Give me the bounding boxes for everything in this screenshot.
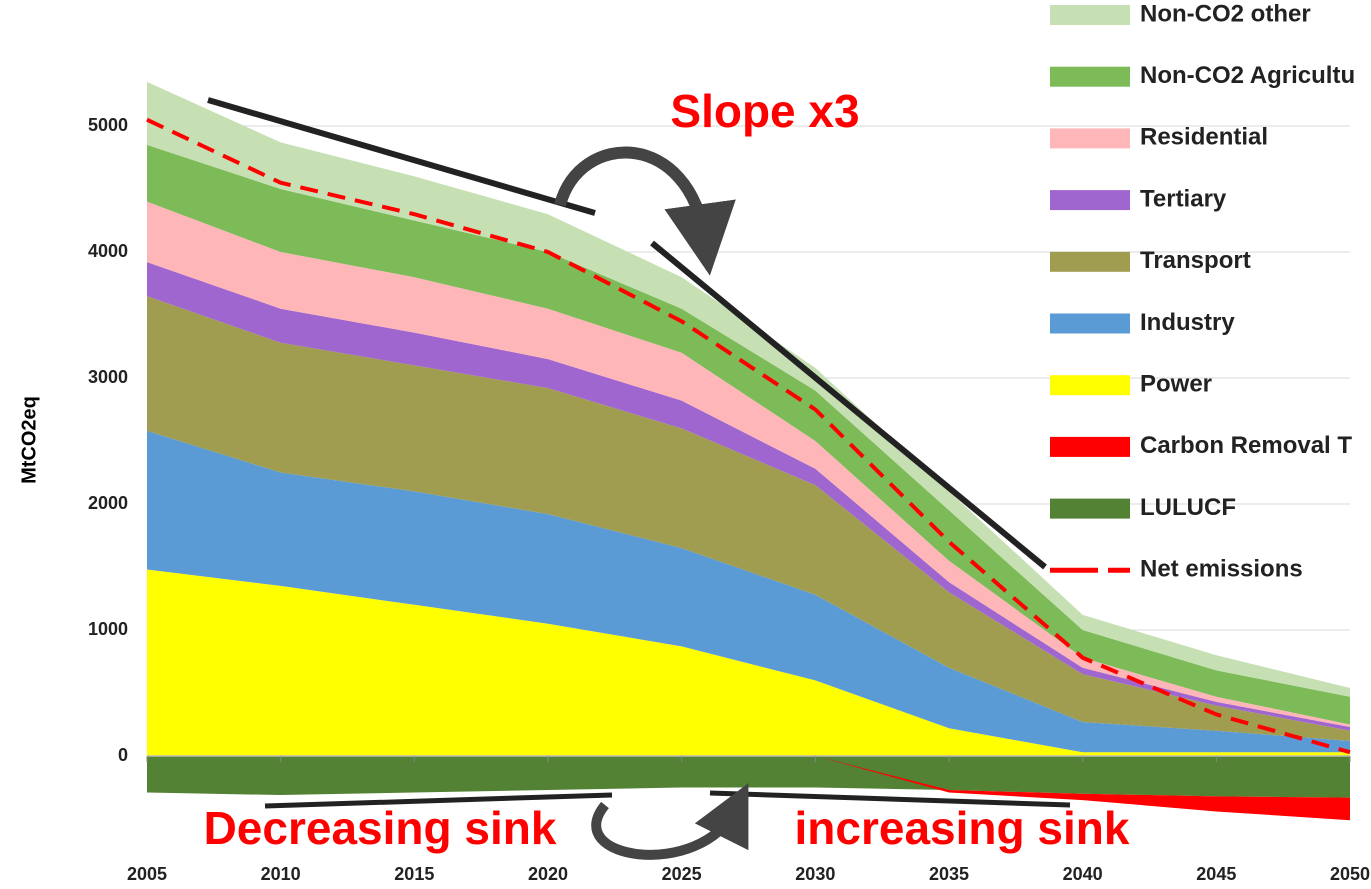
- legend-swatch: [1050, 190, 1130, 211]
- legend-label: Net emissions: [1140, 556, 1303, 583]
- legend-swatch: [1050, 313, 1130, 334]
- x-tick-label: 2040: [1063, 864, 1103, 884]
- area: [147, 201, 1350, 728]
- x-tick-label: 2005: [127, 864, 167, 884]
- annotation: Decreasing sink: [204, 802, 557, 854]
- legend-label: Industry: [1140, 309, 1235, 336]
- area: [147, 430, 1350, 753]
- x-tick-label: 2045: [1196, 864, 1236, 884]
- curved-arrow: [591, 783, 749, 860]
- plot-area: [146, 81, 1351, 821]
- annotation: Slope x3: [670, 85, 859, 137]
- sink-line: [709, 790, 1071, 808]
- area: [147, 262, 1350, 731]
- x-tick-label: 2020: [528, 864, 568, 884]
- x-tick-label: 2025: [662, 864, 702, 884]
- area: [147, 569, 1350, 756]
- x-tick-label: 2015: [394, 864, 434, 884]
- slope-line: [650, 240, 1047, 570]
- legend-label: Non-CO2 Agricultu: [1140, 62, 1355, 89]
- slope-line: [207, 97, 596, 216]
- legend-label: Power: [1140, 371, 1212, 398]
- x-tick-label: 2010: [261, 864, 301, 884]
- y-tick-label: 3000: [88, 367, 128, 387]
- area: [147, 81, 1350, 697]
- annotation: increasing sink: [795, 802, 1130, 854]
- legend-swatch: [1050, 66, 1130, 87]
- legend-label: Non-CO2 other: [1140, 0, 1311, 27]
- y-axis-label: MtCO2eq: [18, 396, 40, 484]
- legend-label: Tertiary: [1140, 185, 1227, 212]
- legend-label: LULUCF: [1140, 494, 1236, 521]
- legend: Non-CO2 other Non-CO2 Agricultu Residentia…: [1050, 0, 1355, 583]
- legend-label: Residential: [1140, 124, 1268, 151]
- legend-label: Transport: [1140, 247, 1251, 274]
- area: [147, 144, 1350, 725]
- legend-swatch: [1050, 375, 1130, 396]
- legend-swatch: [1050, 498, 1130, 519]
- annotations: Slope x3 Decreasing sink increasing sink…: [18, 85, 1130, 860]
- area: [147, 296, 1350, 741]
- legend-swatch: [1050, 128, 1130, 149]
- curved-arrow: [554, 146, 736, 276]
- y-tick-label: 0: [118, 745, 128, 765]
- net-line: [146, 117, 1351, 755]
- x-tick-label: 2030: [795, 864, 835, 884]
- y-tick-label: 2000: [88, 493, 128, 513]
- legend-swatch: [1050, 251, 1130, 272]
- x-tick-label: 2035: [929, 864, 969, 884]
- area: [147, 756, 1350, 798]
- legend-label: Carbon Removal T: [1140, 432, 1352, 459]
- legend-swatch: [1050, 436, 1130, 457]
- y-tick-label: 5000: [88, 115, 128, 135]
- x-tick-label: 2050: [1330, 864, 1370, 884]
- sink-line: [264, 792, 613, 809]
- legend-swatch: [1050, 5, 1130, 25]
- y-tick-label: 1000: [88, 619, 128, 639]
- y-tick-label: 4000: [88, 241, 128, 261]
